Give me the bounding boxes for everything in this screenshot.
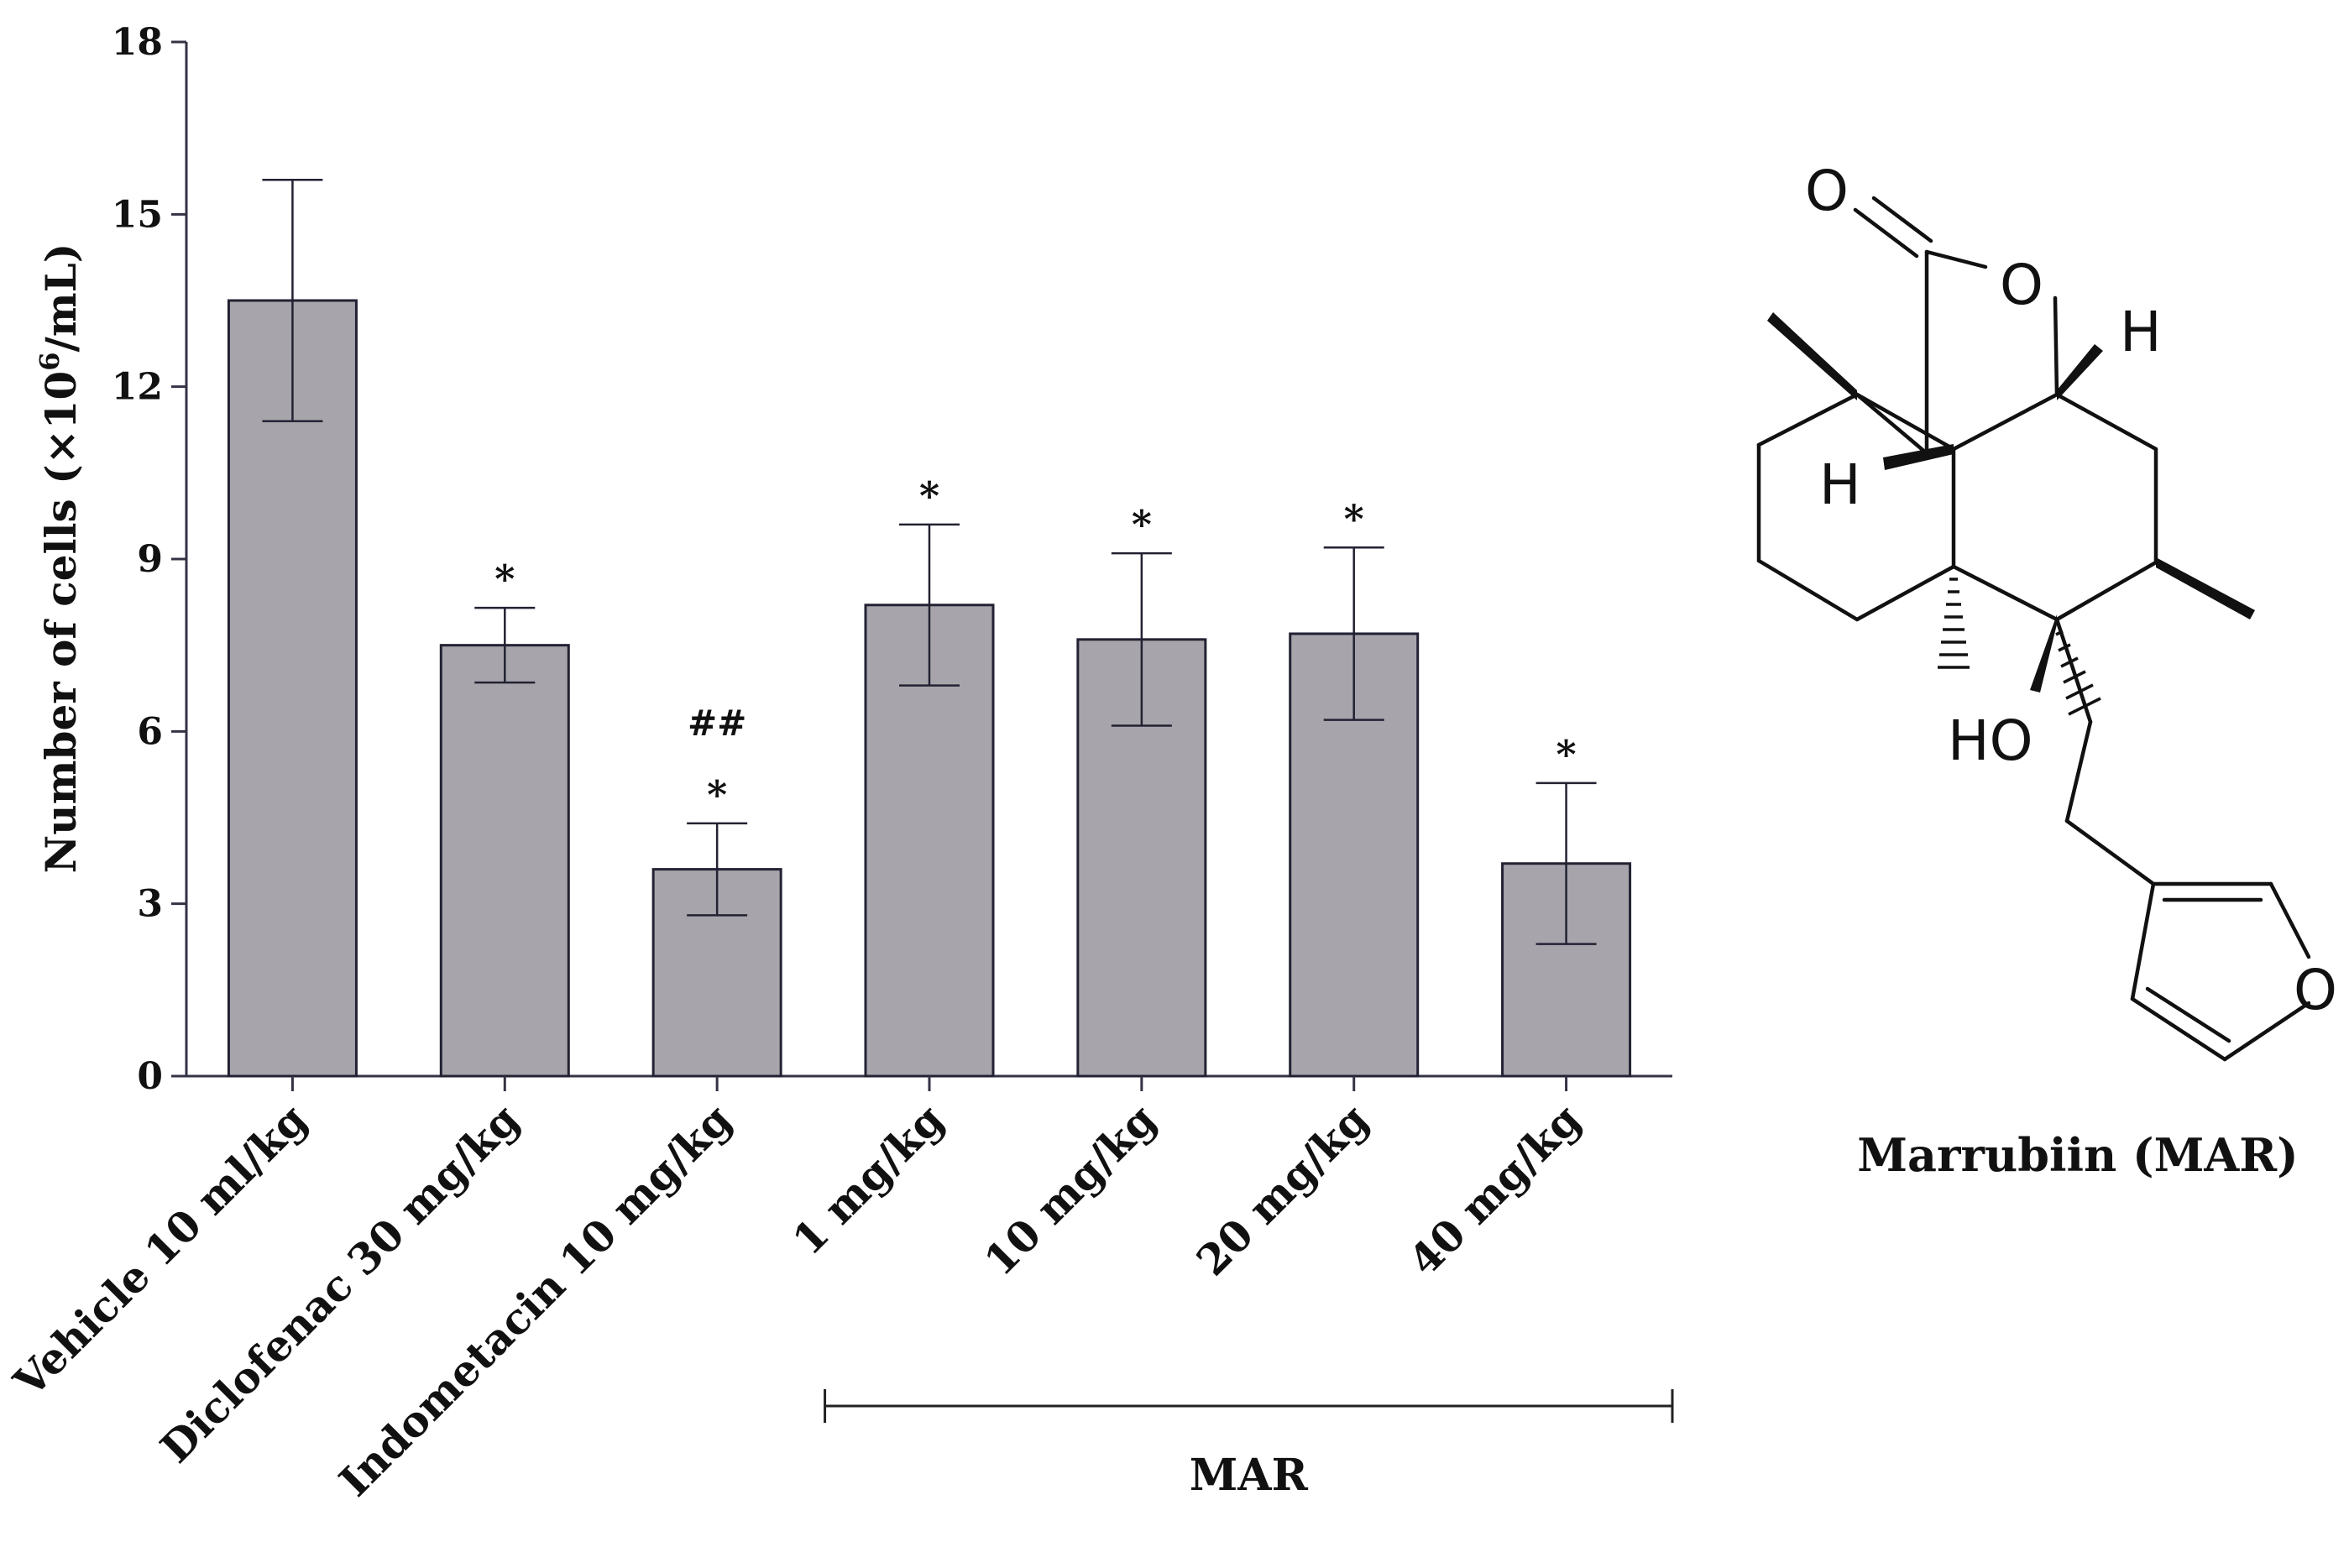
atom-o-ring: O <box>2000 253 2043 317</box>
atom-ho: HO <box>1948 708 2033 773</box>
atom-h-left: H <box>1819 452 1861 517</box>
bar <box>439 644 570 1078</box>
group-label: MAR <box>1190 1450 1309 1501</box>
hashed-bonds <box>1938 578 2101 716</box>
marrubiin-structure <box>1756 196 2311 1062</box>
x-tick-label: Indometacin 10 mg/kg <box>329 1095 740 1506</box>
y-tick-label: 3 <box>137 883 163 926</box>
group-bracket: MAR <box>824 1389 1674 1501</box>
significance-label: * <box>1344 496 1364 541</box>
x-tick-label: 1 mg/kg <box>783 1095 954 1265</box>
x-tick-label: 10 mg/kg <box>975 1095 1166 1286</box>
x-tick-label: Diclofenac 30 mg/kg <box>150 1095 528 1472</box>
significance-label: * <box>919 473 939 519</box>
y-tick-label: 6 <box>137 710 163 753</box>
structure-caption: Marrubiin (MAR) <box>1857 1128 2298 1182</box>
bar <box>227 299 358 1078</box>
y-tick-label: 18 <box>112 21 163 64</box>
bars: * * ## * * * * <box>227 179 1632 1091</box>
significance-label-secondary: ## <box>688 703 746 744</box>
y-tick-label: 12 <box>112 366 163 409</box>
y-tick-label: 15 <box>112 193 163 236</box>
y-ticks: 0 3 6 9 12 15 18 <box>112 21 186 1098</box>
x-tick-label: 40 mg/kg <box>1399 1095 1591 1286</box>
significance-label: * <box>1132 502 1152 547</box>
atom-h-top: H <box>2120 300 2162 364</box>
y-axis-label: Number of cells (×106/mL) <box>34 243 86 874</box>
significance-label: * <box>1556 732 1577 777</box>
atom-o-furan: O <box>2294 958 2337 1022</box>
x-tick-label: 20 mg/kg <box>1187 1095 1379 1286</box>
significance-label: * <box>707 772 727 818</box>
stereo-bonds <box>1767 312 2255 693</box>
y-tick-label: 0 <box>137 1055 163 1098</box>
significance-label: * <box>494 557 515 602</box>
y-tick-label: 9 <box>137 538 163 581</box>
atom-o-carbonyl: O <box>1805 159 1849 223</box>
